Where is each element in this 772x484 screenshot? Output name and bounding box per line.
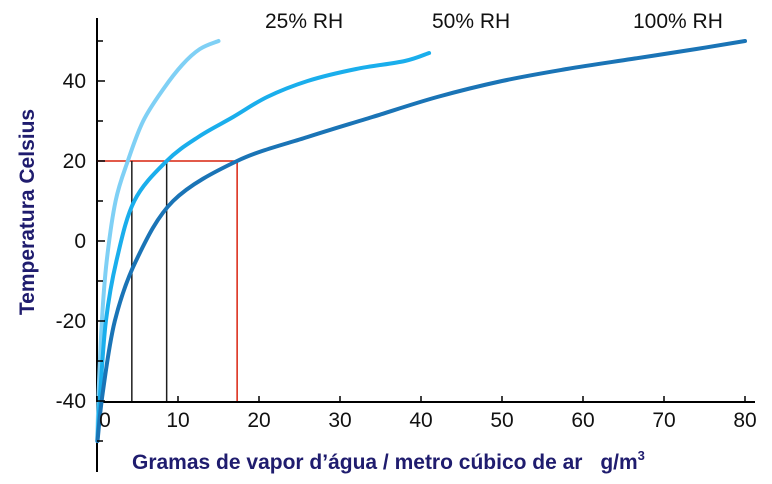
y-tick-label: -40: [56, 390, 86, 413]
y-axis-title: Temperatura Celsius: [16, 109, 39, 315]
series-lines: [95, 39, 747, 443]
x-tick-label: 50: [490, 409, 513, 432]
y-tick-label: -20: [56, 310, 86, 333]
y-ticks: 40 20 0 -20 -40: [56, 40, 105, 442]
x-tick-label: 10: [166, 409, 189, 432]
x-axis-unit: g/m: [600, 451, 637, 474]
series-label-25: 25% RH: [265, 10, 343, 33]
series-label-100: 100% RH: [633, 10, 723, 33]
y-tick-label: 20: [63, 150, 86, 173]
x-tick-label: 70: [652, 409, 675, 432]
x-tick-label: 30: [328, 409, 351, 432]
y-tick-label: 0: [74, 230, 86, 253]
y-tick-label: 40: [63, 70, 86, 93]
x-axis-unit-sup: 3: [638, 448, 645, 463]
x-tick-label: 20: [247, 409, 270, 432]
x-tick-label: 0: [99, 409, 111, 432]
x-tick-label: 80: [733, 409, 756, 432]
x-axis-title-text: Gramas de vapor d’água / metro cúbico de…: [132, 451, 582, 474]
series-line-0: [95, 39, 221, 443]
series-line-2: [95, 39, 747, 443]
series-line-1: [95, 51, 432, 443]
series-label-50: 50% RH: [432, 10, 510, 33]
x-tick-label: 40: [409, 409, 432, 432]
x-axis-title: Gramas de vapor d’água / metro cúbico de…: [132, 448, 645, 474]
x-tick-label: 60: [571, 409, 594, 432]
x-ticks: 0 10 20 30 40 50 60 70 80: [96, 396, 757, 432]
